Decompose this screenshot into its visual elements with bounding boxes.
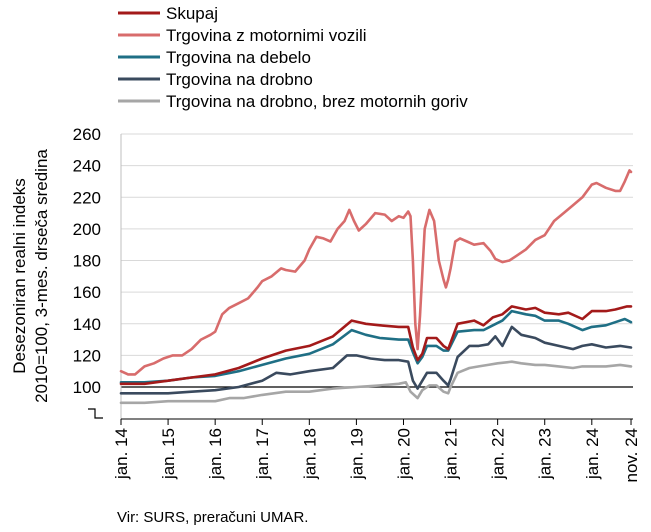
y-tick-label: 120 — [73, 346, 101, 365]
y-axis-title-line: 2010=100, 3-mes. drseča sredina — [32, 149, 51, 403]
x-tick-label: jan. 16 — [206, 428, 225, 480]
y-tick-label: 220 — [73, 188, 101, 207]
x-tick-label: jan. 15 — [159, 428, 178, 480]
x-tick-label: jan. 22 — [489, 428, 508, 480]
x-axis-ticks: jan. 14 jan. 15 jan. 16 jan. 17 jan. 18 jan. … — [112, 419, 641, 483]
legend-label: Skupaj — [166, 4, 218, 23]
y-tick-label: 200 — [73, 220, 101, 239]
x-tick-label: jan. 19 — [347, 428, 366, 480]
y-tick-label: 160 — [73, 283, 101, 302]
axes — [88, 134, 633, 420]
axis-break-mark — [88, 408, 103, 419]
y-tick-label: 240 — [73, 157, 101, 176]
source-note: Vir: SURS, preračuni UMAR. — [117, 509, 309, 526]
series-line — [119, 305, 633, 386]
legend-label: Trgovina na drobno — [166, 70, 313, 89]
series-lines — [119, 169, 633, 405]
y-tick-label: 260 — [73, 125, 101, 144]
legend-label: Trgovina z motornimi vozili — [166, 26, 367, 45]
series-line — [119, 169, 633, 376]
legend-label: Trgovina na debelo — [166, 48, 311, 67]
x-tick-label: jan. 21 — [442, 428, 461, 480]
x-tick-label: jan. 23 — [536, 428, 555, 480]
series-line — [119, 325, 633, 395]
y-axis-title: Desezoniran realni indeks 2010=100, 3-mes… — [10, 149, 51, 403]
x-tick-label: jan. 14 — [112, 428, 131, 480]
series-line — [119, 360, 633, 405]
y-axis-ticks: 100 120 140 160 180 200 220 240 260 — [73, 125, 101, 397]
x-tick-label: jan. 20 — [394, 428, 413, 480]
x-tick-label: jan. 24 — [583, 428, 602, 480]
y-tick-label: 180 — [73, 252, 101, 271]
x-tick-label: jan. 17 — [253, 428, 272, 480]
legend-label: Trgovina na drobno, brez motornih goriv — [166, 92, 468, 111]
gridlines — [121, 133, 633, 356]
legend: Skupaj Trgovina z motornimi vozili Trgovin… — [118, 4, 468, 111]
x-tick-label: jan. 18 — [300, 428, 319, 480]
x-tick-label: nov. 24 — [622, 428, 641, 483]
series-line — [119, 309, 633, 384]
y-tick-label: 140 — [73, 315, 101, 334]
y-axis-title-line: Desezoniran realni indeks — [10, 178, 29, 374]
y-tick-label: 100 — [73, 378, 101, 397]
